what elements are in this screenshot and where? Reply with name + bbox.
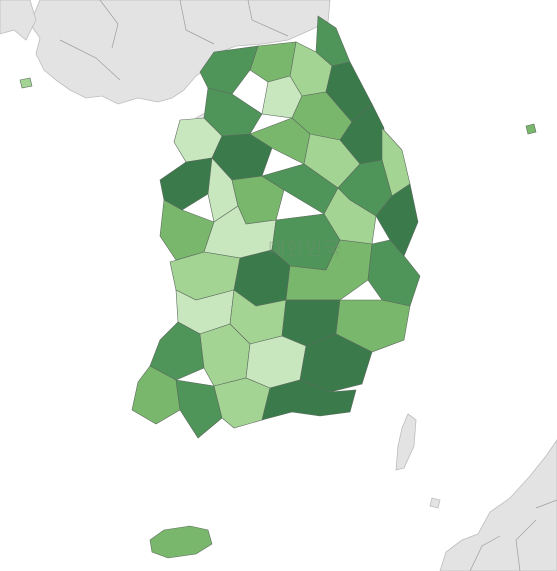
region-r35[interactable] xyxy=(245,335,307,389)
region-r40[interactable] xyxy=(261,379,357,421)
north-korea-border-lines xyxy=(59,0,289,81)
japan-tsushima xyxy=(395,413,417,471)
region-r28[interactable] xyxy=(367,239,421,307)
north-korea-land xyxy=(29,0,331,105)
region-r39[interactable] xyxy=(213,377,271,429)
region-layer xyxy=(19,15,537,559)
region-west-islet[interactable] xyxy=(19,77,33,89)
japan-border-lines xyxy=(469,499,557,571)
region-jeju[interactable] xyxy=(149,525,213,559)
china-coast xyxy=(0,0,37,41)
region-ulleung[interactable] xyxy=(525,123,537,135)
region-r38[interactable] xyxy=(175,379,223,439)
japan-kyushu xyxy=(439,439,557,571)
map-watermark: 대한민국 xyxy=(268,238,342,260)
japan-islet xyxy=(429,497,441,509)
